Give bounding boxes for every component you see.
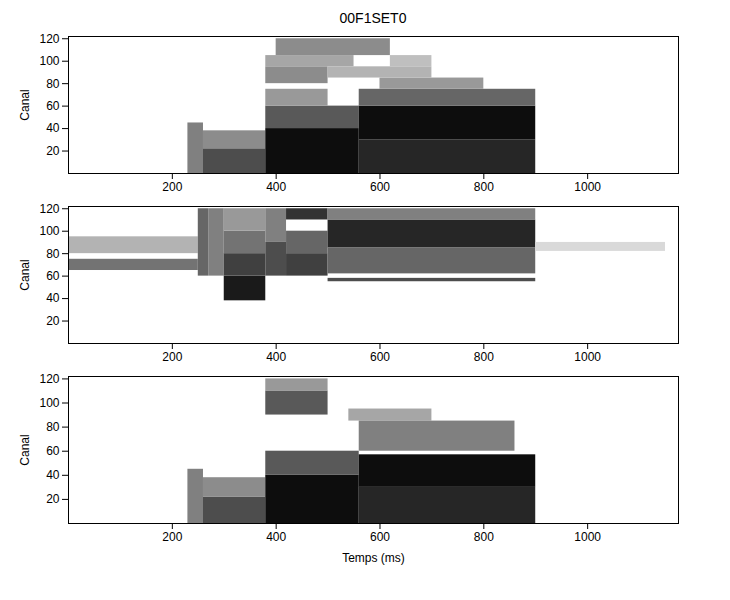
svg-text:100: 100 xyxy=(39,396,59,410)
svg-text:20: 20 xyxy=(46,492,60,506)
svg-text:100: 100 xyxy=(39,224,59,238)
svg-text:120: 120 xyxy=(39,372,59,386)
svg-text:40: 40 xyxy=(46,291,60,305)
svg-text:100: 100 xyxy=(39,54,59,68)
svg-text:40: 40 xyxy=(46,121,60,135)
html-text:00F1SET0: 00F1SET0 xyxy=(339,10,407,26)
svg-text:600: 600 xyxy=(370,350,390,364)
svg-text:Temps (ms): Temps (ms) xyxy=(342,551,405,565)
svg-text:200: 200 xyxy=(162,180,182,194)
svg-text:40: 40 xyxy=(46,468,60,482)
svg-text:80: 80 xyxy=(46,420,60,434)
svg-text:60: 60 xyxy=(46,99,60,113)
svg-text:1000: 1000 xyxy=(574,350,601,364)
svg-text:600: 600 xyxy=(370,530,390,544)
svg-text:400: 400 xyxy=(266,180,286,194)
svg-text:60: 60 xyxy=(46,269,60,283)
svg-text:800: 800 xyxy=(474,350,494,364)
svg-text:Canal: Canal xyxy=(18,89,32,120)
svg-text:Canal: Canal xyxy=(18,434,32,465)
svg-text:200: 200 xyxy=(162,350,182,364)
svg-text:400: 400 xyxy=(266,350,286,364)
svg-text:600: 600 xyxy=(370,180,390,194)
svg-text:20: 20 xyxy=(46,314,60,328)
svg-text:120: 120 xyxy=(39,32,59,46)
svg-text:1000: 1000 xyxy=(574,180,601,194)
svg-text:Canal: Canal xyxy=(18,259,32,290)
svg-text:800: 800 xyxy=(474,180,494,194)
svg-text:800: 800 xyxy=(474,530,494,544)
svg-text:1000: 1000 xyxy=(574,530,601,544)
svg-text:60: 60 xyxy=(46,444,60,458)
svg-text:20: 20 xyxy=(46,144,60,158)
svg-text:80: 80 xyxy=(46,77,60,91)
svg-text:200: 200 xyxy=(162,530,182,544)
svg-text:80: 80 xyxy=(46,247,60,261)
svg-text:120: 120 xyxy=(39,202,59,216)
svg-text:400: 400 xyxy=(266,530,286,544)
